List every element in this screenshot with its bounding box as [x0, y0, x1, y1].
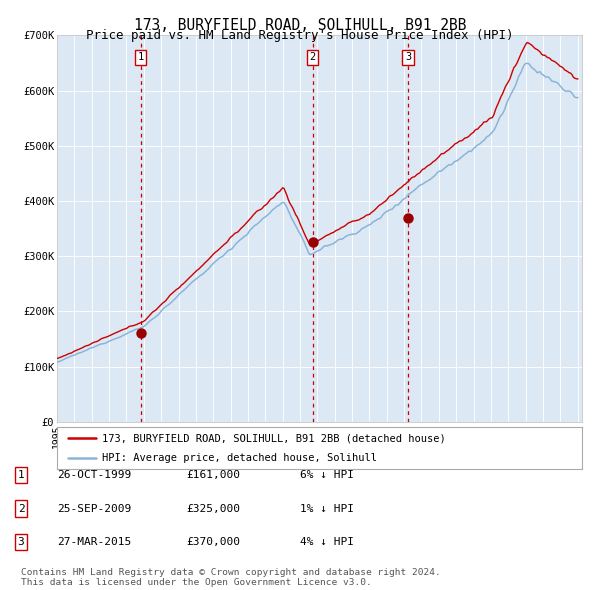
Text: 6% ↓ HPI: 6% ↓ HPI [300, 470, 354, 480]
Text: 3: 3 [405, 53, 411, 63]
Text: 1% ↓ HPI: 1% ↓ HPI [300, 504, 354, 513]
Text: Contains HM Land Registry data © Crown copyright and database right 2024.
This d: Contains HM Land Registry data © Crown c… [21, 568, 441, 587]
Text: HPI: Average price, detached house, Solihull: HPI: Average price, detached house, Soli… [101, 454, 377, 463]
Text: 2: 2 [310, 53, 316, 63]
Text: £325,000: £325,000 [186, 504, 240, 513]
Text: 25-SEP-2009: 25-SEP-2009 [57, 504, 131, 513]
Text: 173, BURYFIELD ROAD, SOLIHULL, B91 2BB (detached house): 173, BURYFIELD ROAD, SOLIHULL, B91 2BB (… [101, 433, 445, 443]
Text: 27-MAR-2015: 27-MAR-2015 [57, 537, 131, 546]
Text: Price paid vs. HM Land Registry's House Price Index (HPI): Price paid vs. HM Land Registry's House … [86, 30, 514, 42]
Text: 2: 2 [17, 504, 25, 513]
Text: 4% ↓ HPI: 4% ↓ HPI [300, 537, 354, 546]
Text: 3: 3 [17, 537, 25, 546]
Text: £161,000: £161,000 [186, 470, 240, 480]
Text: £370,000: £370,000 [186, 537, 240, 546]
Text: 26-OCT-1999: 26-OCT-1999 [57, 470, 131, 480]
Text: 173, BURYFIELD ROAD, SOLIHULL, B91 2BB: 173, BURYFIELD ROAD, SOLIHULL, B91 2BB [134, 18, 466, 32]
Text: 1: 1 [137, 53, 144, 63]
Text: 1: 1 [17, 470, 25, 480]
